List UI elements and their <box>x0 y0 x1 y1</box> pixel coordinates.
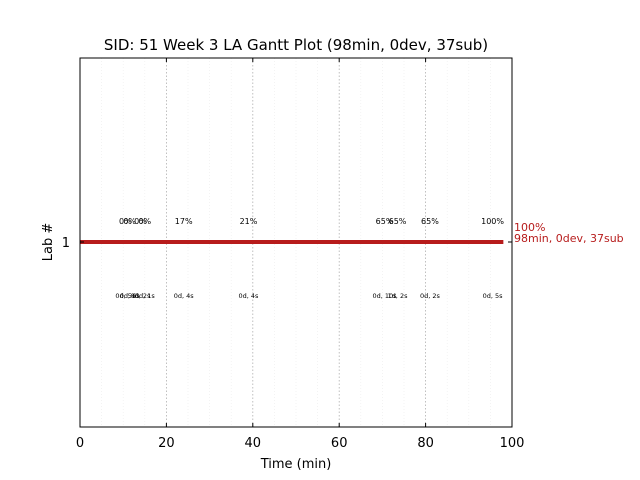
event-percent-label: 21% <box>240 217 258 226</box>
event-detail-label: 1d, 2s <box>388 292 409 300</box>
event-detail-label: 0d, 2s <box>131 292 152 300</box>
x-tick-label: 0 <box>76 436 84 451</box>
event-percent-label: 17% <box>175 217 193 226</box>
event-percent-label: 65% <box>421 217 439 226</box>
event-percent-label: 65% <box>389 217 407 226</box>
event-detail-label: 0d, 5s <box>483 292 504 300</box>
event-percent-label: 0% <box>119 217 132 226</box>
x-tick-label: 60 <box>331 436 348 451</box>
y-axis-label: Lab # <box>41 223 56 262</box>
event-detail-label: 0d, 10s <box>373 292 398 300</box>
event-percent-label: 65% <box>376 217 394 226</box>
event-percent-label: 0% <box>138 217 151 226</box>
event-percent-label: 0% <box>123 217 136 226</box>
event-annotations: 0% 0d, 5s 0% 0d, 6s 0% 0d, 2s 0% 0d, 1s 17% 0d, 4… <box>115 217 504 300</box>
event-detail-label: 0d, 2s <box>420 292 441 300</box>
end-label-summary: 98min, 0dev, 37sub <box>514 232 624 245</box>
event-percent-label: 0% <box>134 217 147 226</box>
x-tick-label: 20 <box>158 436 175 451</box>
chart-title: SID: 51 Week 3 LA Gantt Plot (98min, 0de… <box>104 36 488 54</box>
event-detail-label: 0d, 6s <box>120 292 141 300</box>
event-detail-label: 0d, 1s <box>135 292 156 300</box>
y-tick-label: 1 <box>62 236 70 251</box>
event-detail-label: 0d, 5s <box>115 292 136 300</box>
x-tick-label: 40 <box>245 436 262 451</box>
axis-ticks: 0 20 40 60 80 100 1 <box>62 58 525 451</box>
end-label-percent: 100% <box>514 221 545 234</box>
x-tick-label: 80 <box>417 436 434 451</box>
event-percent-label: 100% <box>481 217 504 226</box>
x-axis-label: Time (min) <box>260 457 332 472</box>
x-tick-label: 100 <box>500 436 525 451</box>
event-detail-label: 0d, 4s <box>174 292 195 300</box>
event-detail-label: 0d, 4s <box>239 292 260 300</box>
